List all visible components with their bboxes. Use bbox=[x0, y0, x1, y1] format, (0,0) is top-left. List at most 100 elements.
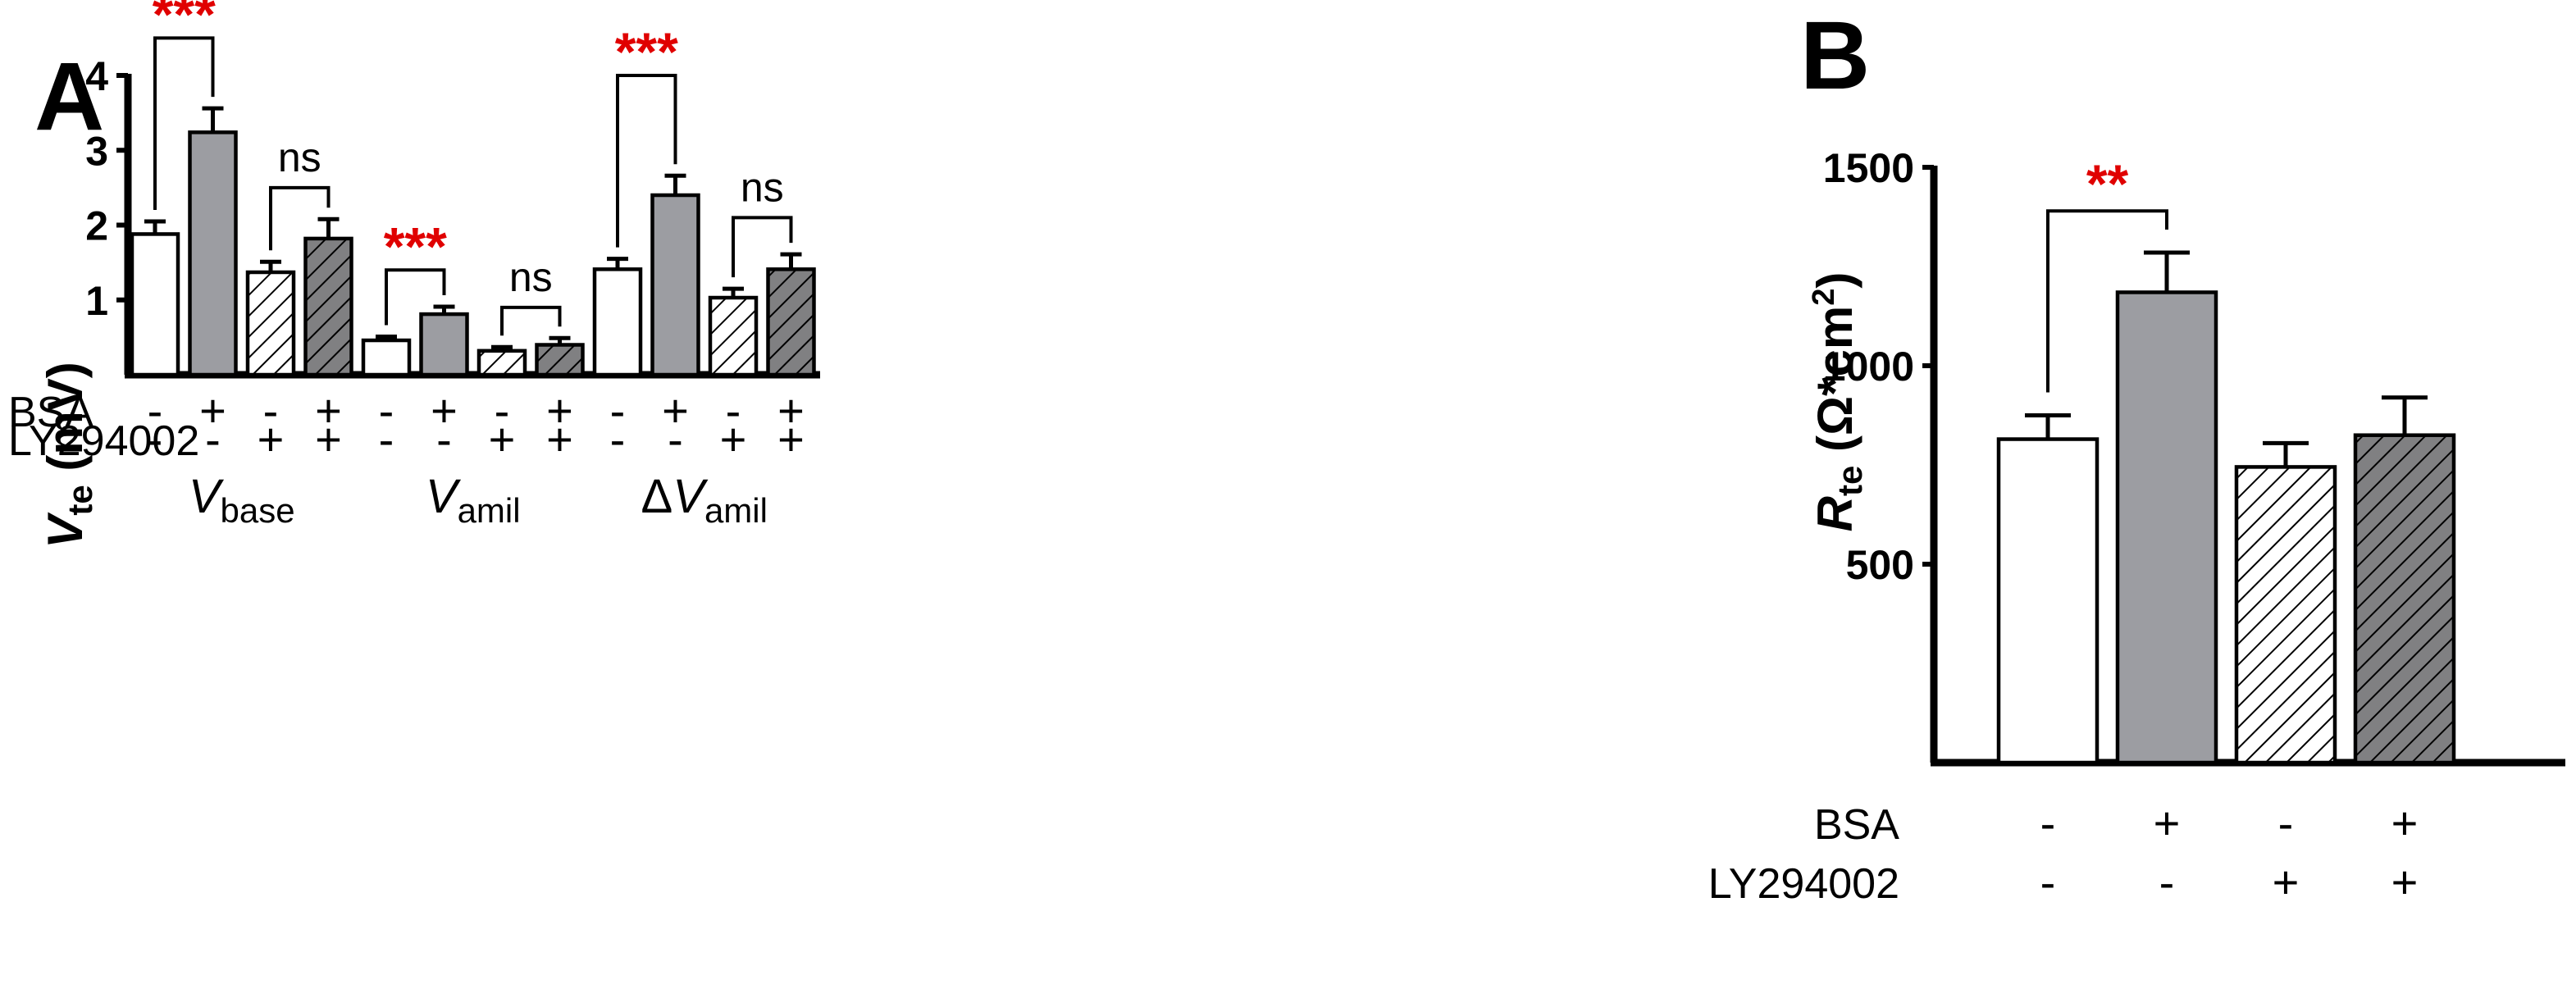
panel-b-error-bar bbox=[2144, 250, 2190, 293]
panel-b-condition-sign: - bbox=[2040, 856, 2056, 908]
panel-a-condition-sign: - bbox=[436, 413, 452, 465]
panel-a-axes: 1 2 3 4 bbox=[85, 53, 820, 379]
panel-a-group-label-prefix: Δ bbox=[641, 470, 673, 523]
panel-b-sig-bracket bbox=[2046, 209, 2168, 393]
panel-a-condition-sign: + bbox=[546, 385, 573, 436]
panel-a-condition-sign: + bbox=[662, 385, 689, 436]
panel-a-condition-sign: + bbox=[315, 413, 342, 465]
panel-a-bar bbox=[245, 270, 296, 377]
panel-a-group-label: Vbase bbox=[189, 470, 295, 530]
panel-a-bar bbox=[303, 236, 353, 377]
panel-b-y-tick-label: 1000 bbox=[1823, 344, 1914, 390]
panel-a-ylabel: Vte (mV) bbox=[38, 362, 99, 548]
panel-b-significance: ** bbox=[2046, 153, 2168, 393]
panel-a-group-label-main: V bbox=[426, 470, 462, 523]
panel-b-ylabel: Rte (Ω*cm2) bbox=[1807, 272, 1869, 532]
panel-a-y-tick-label: 2 bbox=[85, 203, 108, 249]
panel-b-ylabel-unit-pre: (Ω*cm bbox=[1808, 306, 1862, 466]
panel-a-condition-sign: + bbox=[258, 413, 285, 465]
panel-a-condition-sign: + bbox=[199, 385, 226, 436]
panel-a-condition-sign: - bbox=[668, 413, 683, 465]
panel-a-group-label: ΔVamil bbox=[641, 470, 768, 530]
panel-a-error-bar bbox=[260, 259, 281, 272]
panel-a-error-bar bbox=[549, 335, 571, 345]
panel-b-ylabel-sub: te bbox=[1831, 466, 1869, 496]
panel-a-sig-ns: ns bbox=[278, 134, 321, 180]
panel-a-bar bbox=[419, 312, 469, 377]
panel-a-condition-sign: - bbox=[610, 385, 626, 436]
panel-a-bar bbox=[592, 267, 643, 377]
panel-a-error-bar bbox=[491, 344, 513, 351]
panel-b-row-label: BSA bbox=[1814, 801, 1899, 849]
panel-a-bar bbox=[476, 349, 527, 377]
panel-a-ylabel-sub: te bbox=[61, 485, 99, 515]
panel-b-condition-sign: - bbox=[2278, 797, 2294, 849]
panel-a-group-labels: Vbase Vamil ΔVamil bbox=[189, 470, 768, 530]
panel-b-bar bbox=[1996, 437, 2100, 765]
panel-a-y-tick-label: 1 bbox=[85, 278, 108, 324]
panel-b-bar bbox=[2115, 290, 2218, 765]
panel-a-sig-stars: *** bbox=[615, 21, 678, 82]
panel-a-group-label: Vamil bbox=[426, 470, 521, 530]
panel-a-group-label-sub: amil bbox=[458, 491, 521, 530]
panel-b-row-label: LY294002 bbox=[1708, 860, 1899, 908]
panel-a-error-bar bbox=[376, 334, 397, 341]
panel-a-condition-sign: + bbox=[777, 413, 805, 465]
panel-a-bar bbox=[361, 338, 412, 377]
panel-a-sig-ns: ns bbox=[741, 164, 784, 210]
panel-b-bar bbox=[2234, 465, 2337, 765]
panel-a-sig-bracket bbox=[385, 268, 446, 326]
panel-a-group-label-main: V bbox=[189, 470, 225, 523]
panel-a-condition-sign: + bbox=[720, 413, 747, 465]
panel-a-sig-bracket bbox=[732, 216, 793, 278]
panel-a-condition-sign: + bbox=[315, 385, 342, 436]
panel-a-error-bar bbox=[607, 257, 628, 270]
panel-a-condition-sign: - bbox=[148, 413, 163, 465]
panel-a-condition-sign: + bbox=[546, 413, 573, 465]
panel-a-row-label: BSA bbox=[8, 389, 93, 436]
panel-b-condition-sign: - bbox=[2159, 856, 2175, 908]
panel-a-error-bar bbox=[202, 106, 224, 133]
panel-a-error-bar bbox=[317, 216, 340, 239]
panel-a-error-bar bbox=[664, 173, 686, 195]
panel-a-condition-sign: + bbox=[777, 385, 805, 436]
panel-a-significance: *** ns *** ns *** ns bbox=[153, 0, 793, 336]
panel-a-bar bbox=[535, 343, 585, 377]
panel-a-bar bbox=[708, 295, 759, 377]
panel-a-bar bbox=[188, 130, 238, 377]
panel-a-condition-sign: - bbox=[495, 385, 510, 436]
panel-b-bars bbox=[1996, 250, 2456, 765]
panel-a-sig-bracket bbox=[269, 185, 331, 251]
panel-a-error-bar bbox=[433, 304, 455, 315]
panel-a-y-tick-label: 3 bbox=[85, 128, 108, 174]
panel-a-condition-sign: - bbox=[610, 413, 626, 465]
panel-b: B Rte (Ω*cm2) 500 1000 1500 ** BSA LY294002… bbox=[1708, 2, 2565, 908]
panel-b-condition-sign: - bbox=[2040, 797, 2056, 849]
panel-b-condition-sign: + bbox=[2391, 797, 2419, 849]
panel-a-group-label-main: V bbox=[672, 470, 709, 523]
panel-a-label: A bbox=[34, 43, 104, 151]
panel-a-sig-stars: *** bbox=[153, 0, 216, 44]
panel-a-ylabel-main: V bbox=[38, 512, 93, 549]
panel-a-y-tick-label: 4 bbox=[85, 53, 108, 99]
panel-b-ylabel-unit-sup: 2 bbox=[1807, 289, 1841, 306]
panel-a-sig-bracket bbox=[153, 36, 215, 210]
panel-b-condition-sign: + bbox=[2391, 856, 2419, 908]
panel-b-condition-sign: + bbox=[2273, 856, 2300, 908]
panel-a-sig-ns: ns bbox=[509, 254, 553, 300]
panel-a-bars bbox=[130, 106, 816, 377]
panel-b-conditions: BSA LY294002 - - + - - + + + bbox=[1708, 797, 2419, 908]
panel-a-bar bbox=[650, 193, 700, 377]
panel-a-sig-bracket bbox=[500, 305, 562, 336]
panel-b-sig-stars: ** bbox=[2086, 153, 2129, 214]
panel-b-condition-sign: + bbox=[2154, 797, 2181, 849]
panel-b-error-bar bbox=[2025, 413, 2071, 440]
panel-a-condition-sign: - bbox=[726, 385, 741, 436]
panel-a-condition-sign: - bbox=[205, 413, 221, 465]
panel-a-ylabel-unit: (mV) bbox=[38, 362, 93, 485]
panel-a-sig-bracket bbox=[616, 74, 677, 248]
panel-a-group-label-sub: amil bbox=[704, 491, 768, 530]
panel-a-error-bar bbox=[144, 219, 166, 235]
